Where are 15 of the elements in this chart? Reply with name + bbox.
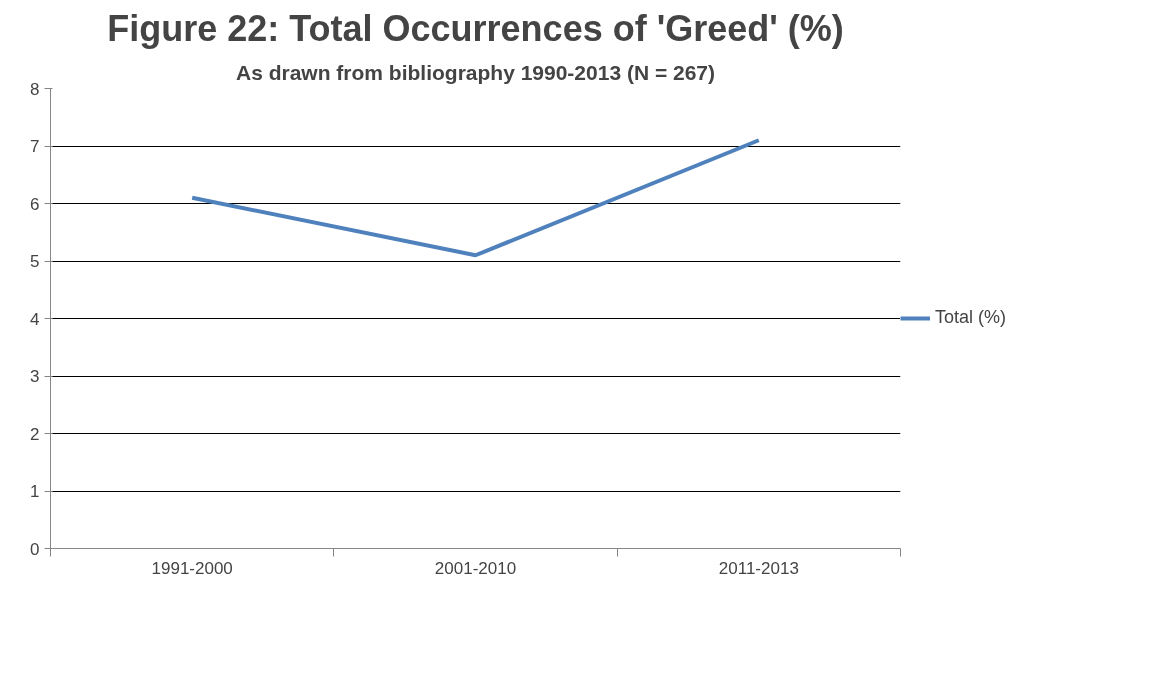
x-tick-label: 1991-2000 — [151, 558, 233, 578]
chart-subtitle: As drawn from bibliography 1990-2013 (N = 267) — [235, 60, 716, 84]
y-tick-label: 3 — [30, 367, 40, 386]
x-tick-label: 2011-2013 — [718, 558, 799, 578]
y-tick-label: 1 — [30, 482, 40, 501]
y-tick-label: 6 — [30, 194, 40, 214]
legend-label: Total (%) — [935, 307, 1007, 328]
y-tick-label: 2 — [30, 424, 40, 444]
y-tick-label: 4 — [30, 309, 40, 329]
y-tick-label: 7 — [30, 137, 40, 156]
y-tick-label: 8 — [30, 79, 40, 99]
chart-title: Figure 22: Total Occurrences of 'Greed' (%) — [107, 7, 844, 49]
y-tick-label: 0 — [30, 539, 40, 559]
x-tick-label: 2001-2010 — [434, 558, 517, 578]
y-tick-label: 5 — [30, 252, 40, 271]
